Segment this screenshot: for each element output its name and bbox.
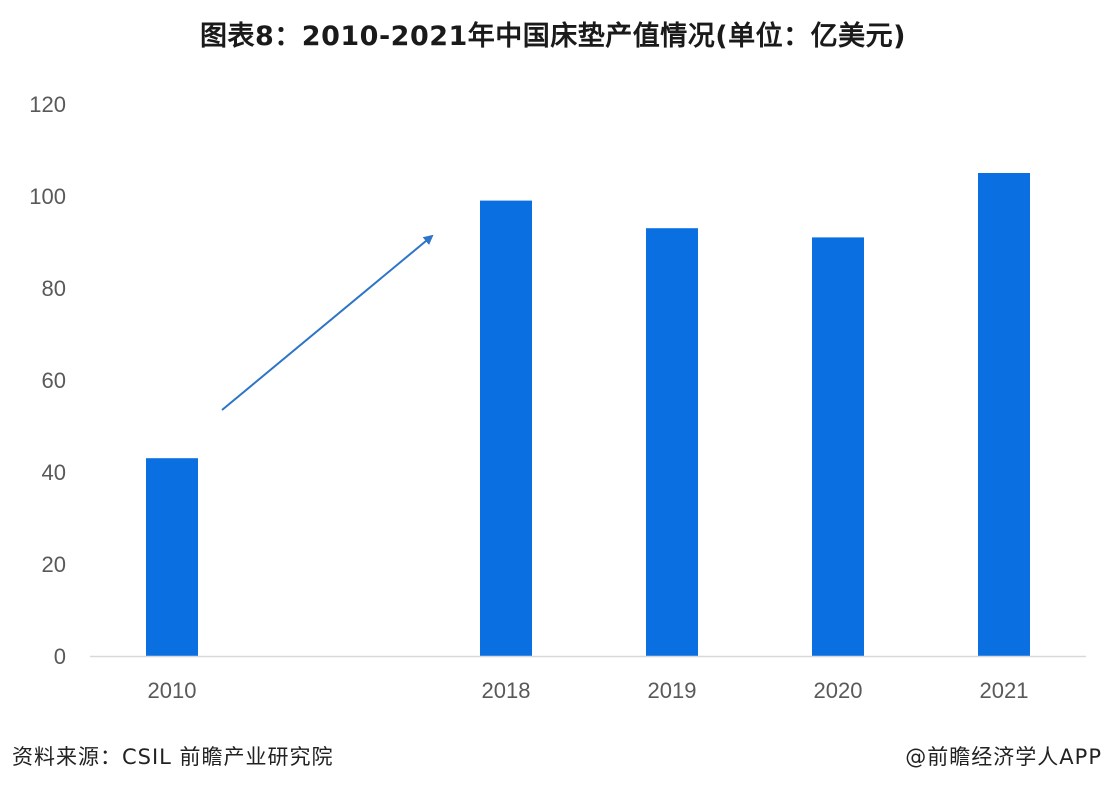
- y-tick-label: 120: [29, 92, 66, 117]
- x-axis: 2010 2018 2019 2020 2021: [90, 655, 1086, 703]
- x-tick-label: 2018: [482, 678, 531, 703]
- x-tick-label: 2021: [980, 678, 1029, 703]
- chart-title: 图表8：2010-2021年中国床垫产值情况(单位：亿美元): [200, 21, 906, 52]
- source-note: 资料来源：CSIL 前瞻产业研究院: [12, 745, 334, 769]
- bar-2020: [812, 237, 864, 656]
- bar-2010: [146, 458, 198, 656]
- x-tick-label: 2020: [814, 678, 863, 703]
- bar-2021: [978, 173, 1030, 656]
- x-tick-label: 2019: [648, 678, 697, 703]
- y-tick-label: 80: [42, 276, 66, 301]
- x-tick-label: 2010: [148, 678, 197, 703]
- credit-note: @前瞻经济学人APP: [905, 745, 1102, 769]
- y-axis: 0 20 40 60 80 100 120: [29, 92, 66, 669]
- y-tick-label: 20: [42, 552, 66, 577]
- bars-group: [146, 173, 1030, 656]
- y-tick-label: 100: [29, 184, 66, 209]
- trend-arrow: [221, 234, 434, 411]
- bar-2018: [480, 200, 532, 656]
- y-tick-label: 40: [42, 460, 66, 485]
- bar-2019: [646, 228, 698, 656]
- y-tick-label: 60: [42, 368, 66, 393]
- y-tick-label: 0: [54, 644, 66, 669]
